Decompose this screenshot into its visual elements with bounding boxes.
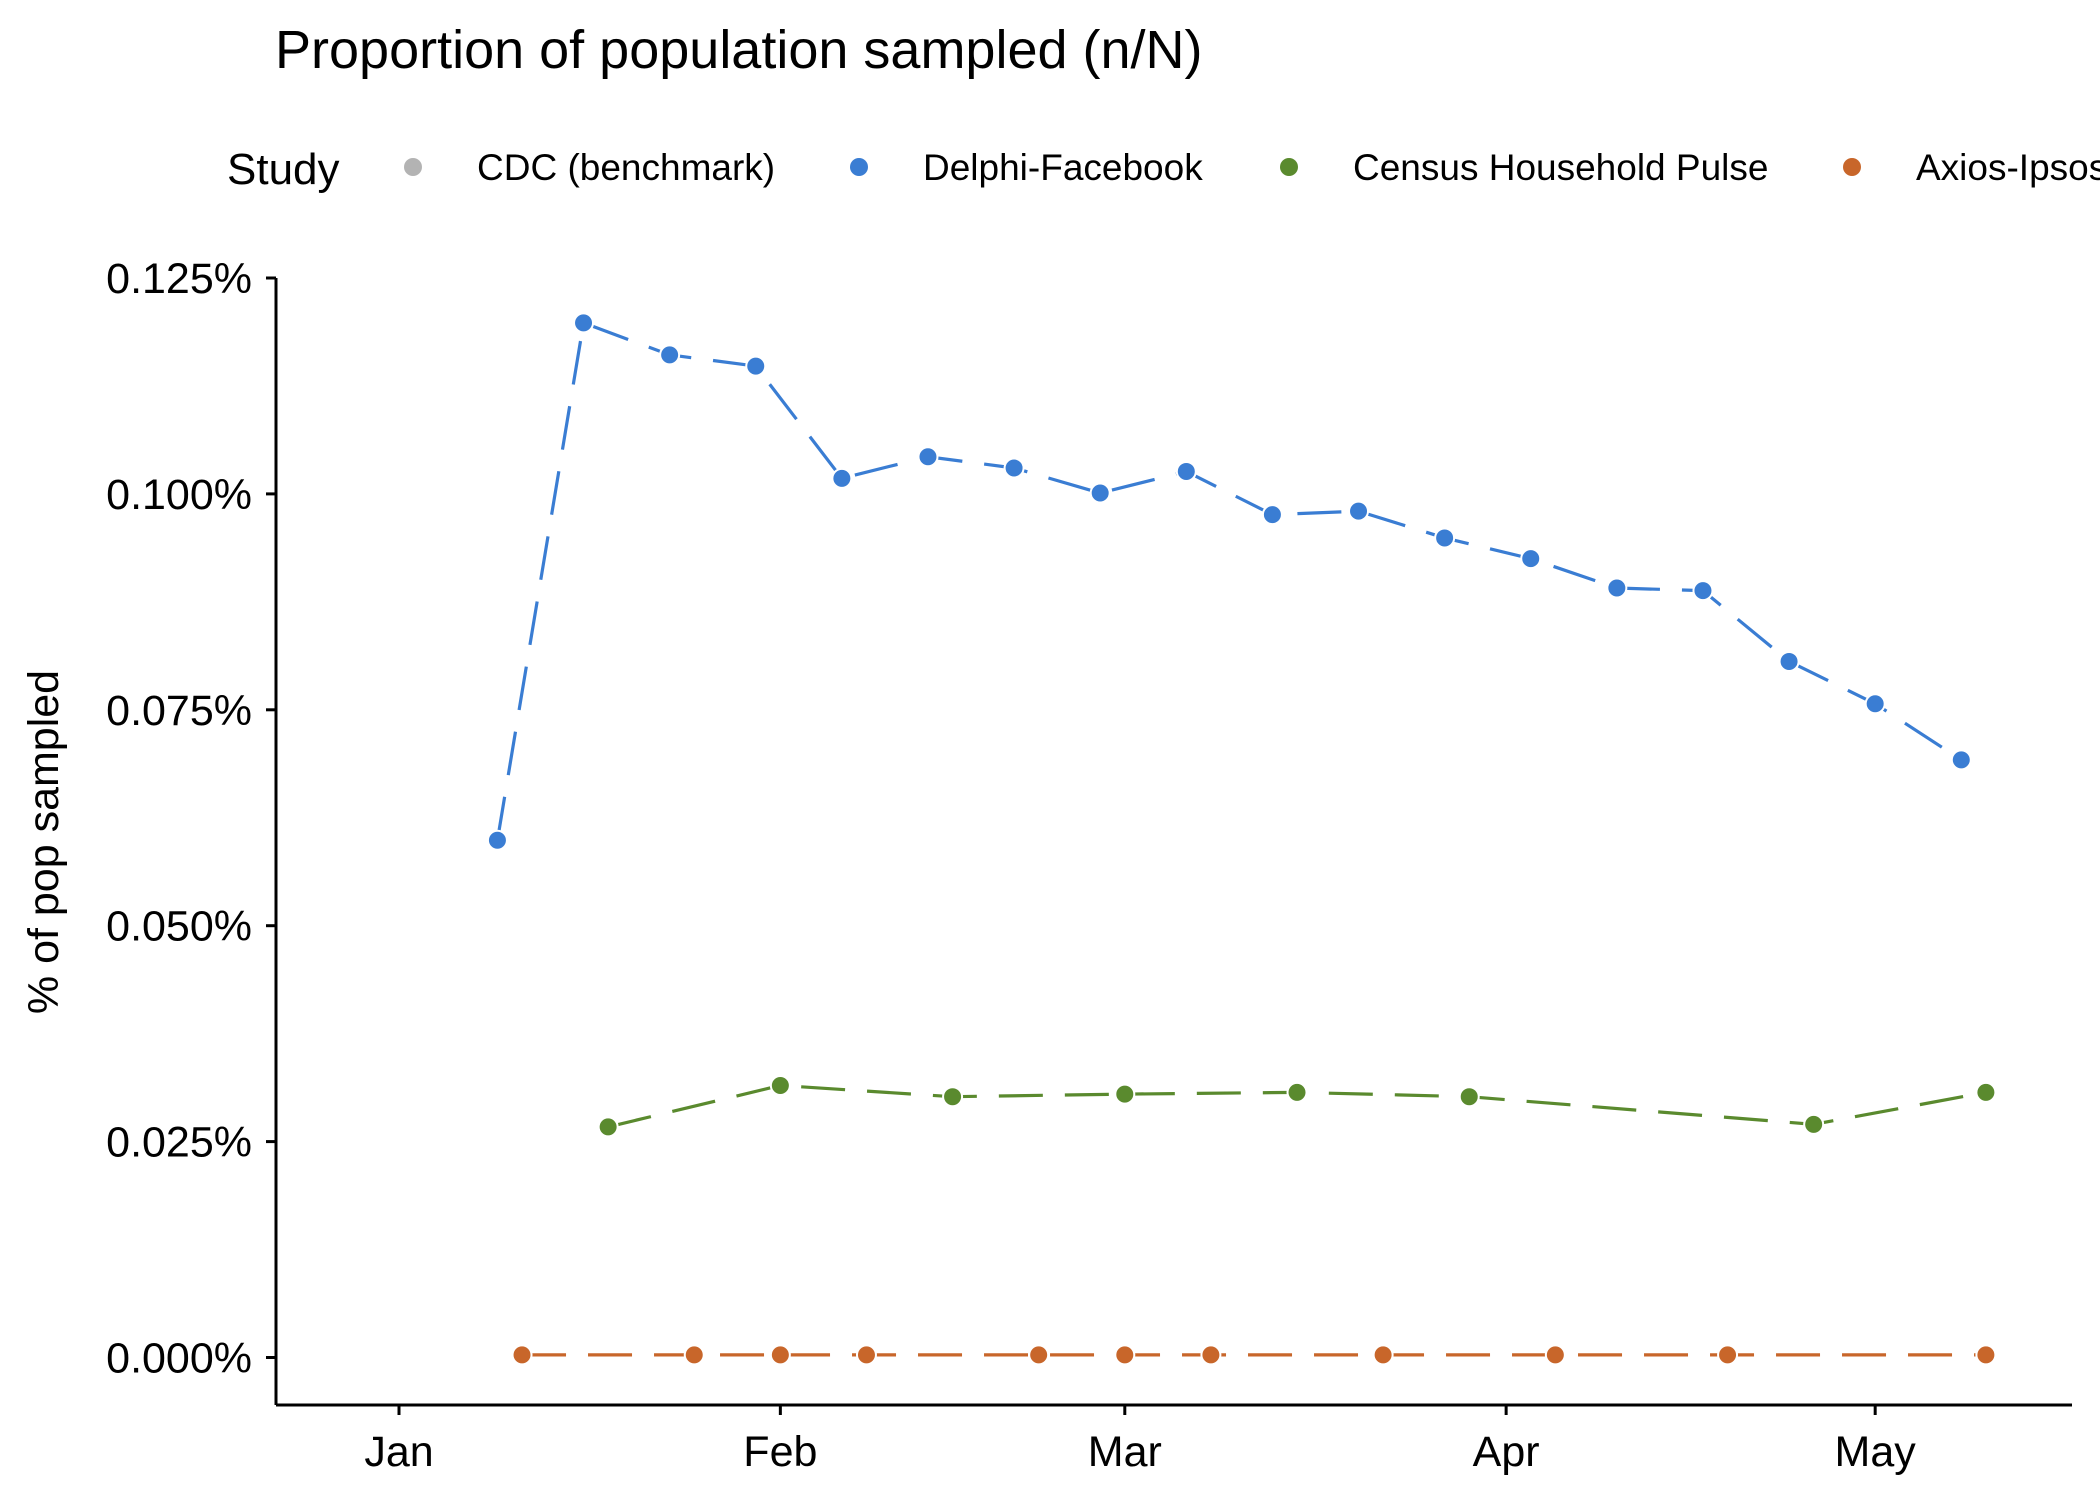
y-axis-label: % of pop sampled — [20, 670, 68, 1014]
y-tick-label: 0.050% — [106, 903, 252, 951]
legend-key-dot — [850, 158, 868, 176]
x-tick-label: May — [1835, 1428, 1917, 1476]
data-point — [1520, 548, 1542, 570]
y-ticks: 0.000% 0.025% 0.050% 0.075% 0.100% 0.125% — [106, 255, 276, 1383]
y-tick-label: 0.075% — [106, 687, 252, 735]
data-point — [683, 1344, 705, 1366]
y-tick-label: 0.025% — [106, 1119, 252, 1167]
x-axis: Jan Feb Mar Apr May — [276, 1403, 2072, 1476]
legend: Study CDC (benchmark) Delphi-Facebook Cens… — [227, 145, 2100, 194]
legend-items: CDC (benchmark) Delphi-Facebook Census Hou… — [404, 147, 2100, 188]
data-point — [1458, 1086, 1480, 1108]
legend-title: Study — [227, 145, 340, 194]
data-point — [1348, 500, 1370, 522]
legend-item-census-household-pulse: Census Household Pulse — [1280, 147, 1768, 188]
data-point — [1606, 577, 1628, 599]
data-point — [831, 467, 853, 489]
data-point — [1864, 693, 1886, 715]
series-census-household-pulse — [597, 1074, 1997, 1138]
x-tick-label: Feb — [743, 1428, 817, 1476]
data-point — [1372, 1344, 1394, 1366]
data-point — [1975, 1344, 1997, 1366]
data-point — [1286, 1081, 1308, 1103]
data-point — [1803, 1113, 1825, 1135]
y-axis: 0.000% 0.025% 0.050% 0.075% 0.100% 0.125% % o… — [20, 255, 278, 1405]
data-point — [1175, 460, 1197, 482]
data-point — [855, 1344, 877, 1366]
data-point — [1950, 749, 1972, 771]
legend-label: CDC (benchmark) — [477, 147, 775, 188]
legend-item-delphi-facebook: Delphi-Facebook — [850, 147, 1203, 188]
chart-title: Proportion of population sampled (n/N) — [275, 20, 1203, 80]
y-tick-label: 0.125% — [106, 255, 252, 303]
data-point — [1692, 580, 1714, 602]
data-point — [1028, 1344, 1050, 1366]
x-tick-label: Mar — [1088, 1428, 1162, 1476]
series-line — [607, 1083, 1987, 1129]
data-point — [1200, 1344, 1222, 1366]
data-point — [486, 829, 508, 851]
plot-series — [486, 312, 1997, 1366]
data-point — [573, 312, 595, 334]
data-point — [1261, 504, 1283, 526]
x-tick-label: Apr — [1473, 1428, 1540, 1476]
legend-item-cdc-benchmark: CDC (benchmark) — [404, 147, 775, 188]
x-tick-label: Jan — [364, 1428, 433, 1476]
data-point — [1717, 1344, 1739, 1366]
data-point — [597, 1116, 619, 1138]
data-point — [1114, 1083, 1136, 1105]
data-point — [511, 1344, 533, 1366]
data-point — [917, 446, 939, 468]
legend-key-dot — [1843, 158, 1861, 176]
data-point — [1114, 1344, 1136, 1366]
legend-key-dot — [404, 158, 422, 176]
series-line — [495, 320, 1963, 841]
legend-label: Census Household Pulse — [1353, 147, 1768, 188]
data-point — [745, 355, 767, 377]
series-axios-ipsos — [511, 1344, 1997, 1366]
data-point — [769, 1344, 791, 1366]
data-point — [1975, 1081, 1997, 1103]
y-tick-label: 0.100% — [106, 471, 252, 519]
legend-label: Delphi-Facebook — [923, 147, 1203, 188]
data-point — [1089, 482, 1111, 504]
series-delphi-facebook — [486, 312, 1972, 851]
data-point — [659, 344, 681, 366]
legend-key-dot — [1280, 158, 1298, 176]
data-point — [942, 1086, 964, 1108]
data-point — [1003, 457, 1025, 479]
data-point — [769, 1074, 791, 1096]
data-point — [1544, 1344, 1566, 1366]
legend-item-axios-ipsos: Axios-Ipsos — [1843, 147, 2100, 188]
x-ticks: Jan Feb Mar Apr May — [364, 1405, 1916, 1476]
data-point — [1434, 527, 1456, 549]
y-tick-label: 0.000% — [106, 1335, 252, 1383]
legend-label: Axios-Ipsos — [1916, 147, 2100, 188]
data-point — [1778, 650, 1800, 672]
